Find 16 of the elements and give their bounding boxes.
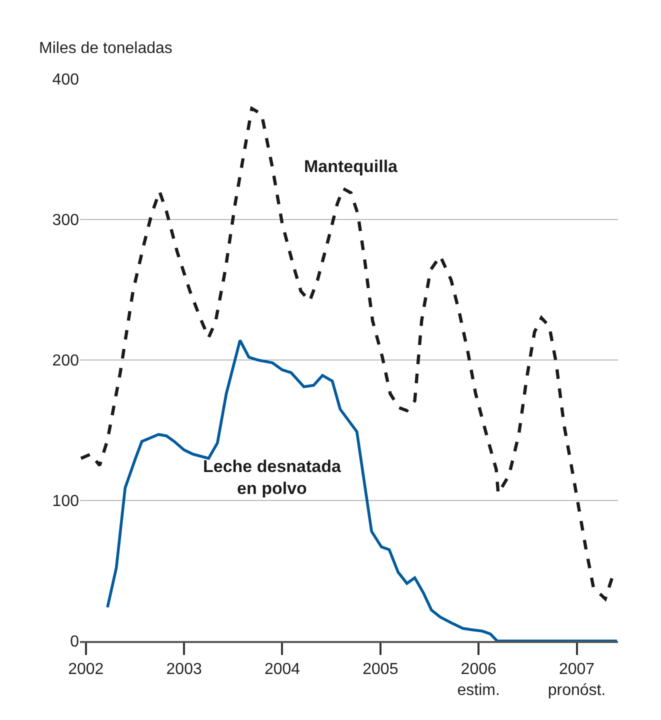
y-tick-label: 400 xyxy=(52,72,80,89)
series-label: Mantequilla xyxy=(304,157,398,176)
y-tick-label: 0 xyxy=(70,634,80,651)
line-series xyxy=(80,106,614,600)
x-tick-label: 2006 estim. xyxy=(457,661,500,699)
line-series xyxy=(106,338,618,641)
y-tick-label: 200 xyxy=(52,352,80,370)
x-tick-label: 2003 xyxy=(166,661,202,678)
x-tick-label: 2002 xyxy=(68,661,104,678)
y-tick-label: 300 xyxy=(52,212,80,230)
y-tick-label: 100 xyxy=(52,493,80,510)
x-tick-label: 2007 pronóst. xyxy=(548,661,606,699)
y-axis-title: Miles de toneladas xyxy=(39,40,172,57)
x-tick-label: 2004 xyxy=(264,661,300,678)
series-label: Leche desnatada en polvo xyxy=(203,457,342,498)
x-tick-label: 2005 xyxy=(362,661,398,678)
